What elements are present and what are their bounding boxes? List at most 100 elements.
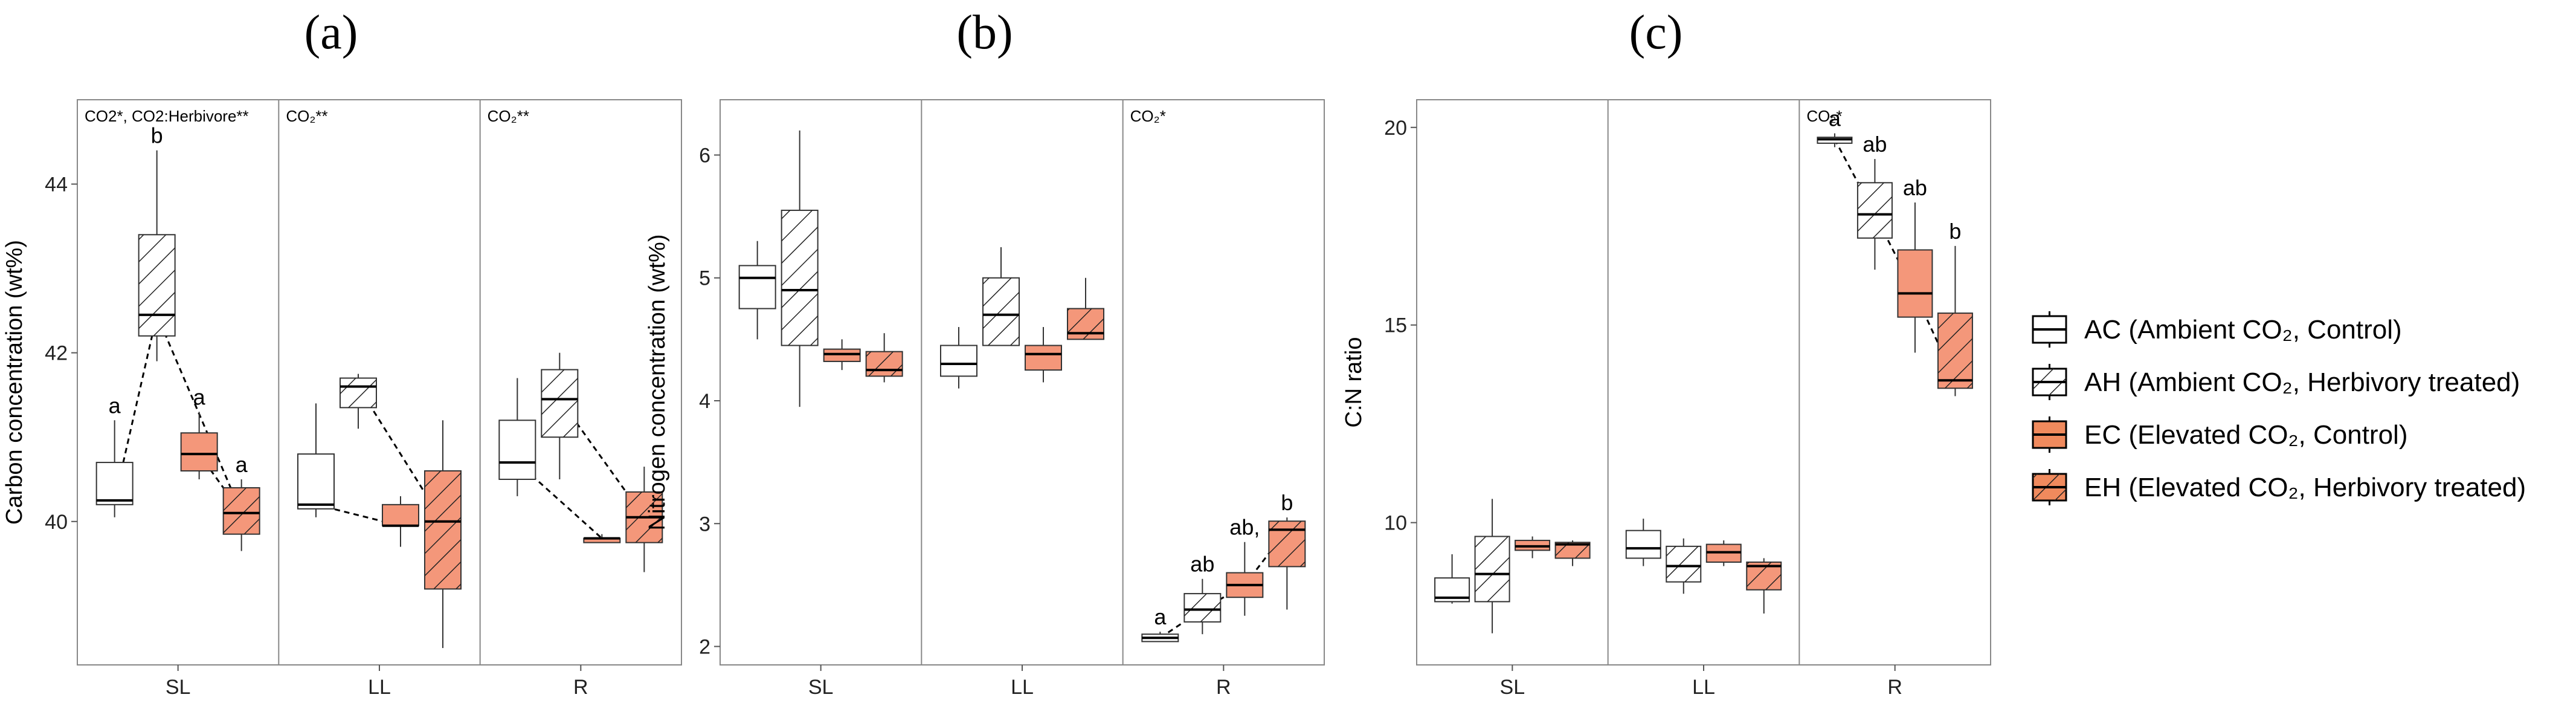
legend-label: EH (Elevated CO₂, Herbivory treated) <box>2084 473 2526 502</box>
significance-letter: b <box>1281 490 1293 515</box>
y-axis-title: C:N ratio <box>1341 337 1367 428</box>
legend-item-AH: AH (Ambient CO₂, Herbivory treated) <box>2032 364 2520 400</box>
box-R-AH <box>541 352 579 479</box>
legend-item-EC: EC (Elevated CO₂, Control) <box>2032 416 2407 453</box>
box-body <box>498 419 536 480</box>
x-tick-label: R <box>573 676 588 699</box>
significance-letter: b <box>151 123 163 148</box>
panel-letter: (c) <box>1629 6 1683 59</box>
box-hatch <box>1067 308 1104 340</box>
x-tick-label: SL <box>166 676 191 699</box>
x-tick-label: LL <box>368 676 391 699</box>
box-R-EC <box>1226 542 1264 616</box>
box-hatch <box>1184 594 1221 622</box>
significance-letter: ab <box>1863 132 1887 157</box>
panel-letter: (b) <box>956 6 1013 59</box>
plot-frame <box>77 99 682 666</box>
box-SL-AH <box>781 130 819 407</box>
box-SL-EH <box>1554 540 1591 566</box>
box-R-EH <box>1268 517 1306 610</box>
box-hatch <box>541 369 578 438</box>
y-axis-title: Carbon concentration (wt%) <box>2 240 27 525</box>
y-tick-label: 15 <box>1384 314 1407 337</box>
significance-annotation: CO₂** <box>488 107 529 125</box>
significance-letter: ab, <box>1229 515 1260 540</box>
box-R-AH <box>1183 578 1222 635</box>
box-LL-EC <box>1025 327 1062 383</box>
y-tick-label: 5 <box>699 267 710 290</box>
significance-letter: a <box>193 384 206 409</box>
legend-item-AC: AC (Ambient CO₂, Control) <box>2032 311 2402 348</box>
box-body <box>382 504 419 526</box>
box-hatch <box>1666 546 1701 582</box>
significance-letter: ab <box>1903 175 1927 200</box>
legend-label: EC (Elevated CO₂, Control) <box>2084 420 2407 450</box>
box-R-AC <box>498 378 536 496</box>
y-tick-label: 3 <box>699 513 710 536</box>
significance-letter: a <box>1154 604 1167 629</box>
box-LL-AC <box>940 327 977 389</box>
y-tick-label: 10 <box>1384 512 1407 535</box>
box-LL-EC <box>1705 540 1742 566</box>
box-body <box>180 432 218 472</box>
y-tick-label: 20 <box>1384 117 1407 140</box>
box-hatch <box>340 378 376 408</box>
box-SL-AC <box>1434 554 1470 604</box>
box-R-EC <box>583 534 621 543</box>
box-body <box>940 345 977 377</box>
box-SL-AH <box>1474 499 1510 633</box>
box-hatch <box>138 235 175 336</box>
box-R-EC <box>1897 202 1933 353</box>
x-tick-label: SL <box>808 676 834 699</box>
box-hatch <box>1269 521 1306 567</box>
box-SL-AC <box>95 420 134 517</box>
box-LL-EH <box>1067 277 1104 340</box>
box-R-EH <box>1937 245 1973 397</box>
box-SL-EC <box>1515 536 1551 559</box>
box-body <box>823 348 861 362</box>
box-LL-AH <box>340 374 377 429</box>
legend-item-EH: EH (Elevated CO₂, Herbivory treated) <box>2032 469 2526 505</box>
box-SL-EH <box>222 479 260 551</box>
significance-letter: b <box>1949 219 1961 244</box>
box-body <box>297 453 335 510</box>
box-hatch <box>983 277 1019 346</box>
box-SL-EH <box>865 333 903 383</box>
significance-letter: a <box>109 393 121 418</box>
panel-letter: (a) <box>304 6 358 59</box>
box-hatch <box>866 351 903 377</box>
box-SL-AH <box>138 150 176 361</box>
x-tick-label: SL <box>1500 676 1525 699</box>
box-R-EH <box>625 467 663 572</box>
x-tick-label: LL <box>1692 676 1715 699</box>
box-SL-EC <box>180 412 218 479</box>
box-hatch <box>1475 536 1510 602</box>
x-tick-label: R <box>1887 676 1902 699</box>
median-link-dashed <box>357 386 444 522</box>
legend: AC (Ambient CO₂, Control) AH (Ambient CO₂… <box>2032 311 2526 505</box>
y-tick-label: 4 <box>699 390 710 413</box>
box-LL-AH <box>1666 538 1702 594</box>
significance-annotation: CO₂* <box>1806 107 1842 125</box>
legend-label: AH (Ambient CO₂, Herbivory treated) <box>2084 368 2520 397</box>
box-R-AC <box>1817 133 1853 147</box>
box-hatch <box>223 487 260 534</box>
significance-annotation: CO₂** <box>286 107 327 125</box>
box-body <box>738 265 776 309</box>
y-axis-title: Nitrogen concentration (wt%) <box>645 235 670 531</box>
panel-a: (a) 40 42 44 SL LL R Carbon concentration (wt%)… <box>2 6 682 699</box>
legend-label: AC (Ambient CO₂, Control) <box>2084 315 2402 345</box>
box-hatch <box>1937 313 1972 389</box>
box-LL-AH <box>982 247 1020 346</box>
box-SL-AC <box>738 241 776 340</box>
y-tick-label: 40 <box>45 511 68 534</box>
box-body <box>1897 249 1933 318</box>
box-R-AC <box>1141 632 1179 643</box>
significance-letter: ab <box>1190 552 1214 577</box>
box-SL-EC <box>823 339 861 371</box>
box-body <box>95 462 134 505</box>
box-body <box>1625 530 1661 559</box>
significance-annotation: CO₂* <box>1130 107 1166 125</box>
